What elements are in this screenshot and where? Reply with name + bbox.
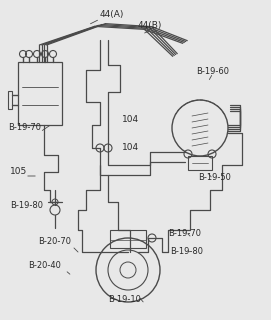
Text: B-19-80: B-19-80: [170, 247, 203, 256]
Text: 44(A): 44(A): [100, 10, 124, 19]
Bar: [188, 156, 212, 170]
Text: B-19-70: B-19-70: [168, 229, 201, 238]
Text: B-19-80: B-19-80: [10, 201, 43, 210]
Text: B-19-10: B-19-10: [108, 295, 141, 304]
Text: B-19-50: B-19-50: [198, 173, 231, 182]
Text: B-19-60: B-19-60: [196, 67, 229, 76]
Text: 105: 105: [10, 167, 27, 176]
Text: 104: 104: [122, 115, 139, 124]
Text: 104: 104: [122, 143, 139, 152]
Text: B-20-40: B-20-40: [28, 261, 61, 270]
Text: 44(B): 44(B): [138, 21, 162, 30]
Bar: [110, 230, 146, 248]
Bar: [18, 62, 62, 125]
Text: B-20-70: B-20-70: [38, 237, 71, 246]
Bar: [8, 91, 12, 109]
Text: B-19-70: B-19-70: [8, 123, 41, 132]
